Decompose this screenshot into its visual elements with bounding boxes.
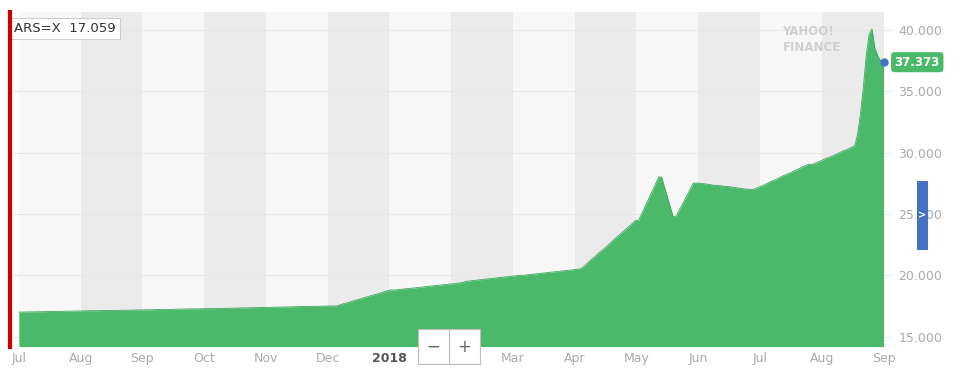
Bar bbox=[142, 12, 204, 346]
Bar bbox=[390, 12, 451, 346]
Bar bbox=[513, 12, 575, 346]
Text: −: − bbox=[426, 338, 440, 355]
Bar bbox=[636, 12, 698, 346]
Bar bbox=[698, 12, 760, 346]
Bar bbox=[822, 12, 883, 346]
Bar bbox=[81, 12, 142, 346]
Text: ARS=X  17.059: ARS=X 17.059 bbox=[14, 22, 115, 35]
Text: YAHOO!
FINANCE: YAHOO! FINANCE bbox=[782, 25, 841, 54]
Bar bbox=[575, 12, 636, 346]
Text: +: + bbox=[458, 338, 471, 355]
Text: >: > bbox=[919, 211, 926, 221]
Bar bbox=[204, 12, 266, 346]
Bar bbox=[760, 12, 822, 346]
Bar bbox=[266, 12, 327, 346]
Bar bbox=[451, 12, 513, 346]
Bar bbox=[19, 12, 81, 346]
Text: 37.373: 37.373 bbox=[895, 56, 940, 69]
Bar bbox=[327, 12, 390, 346]
